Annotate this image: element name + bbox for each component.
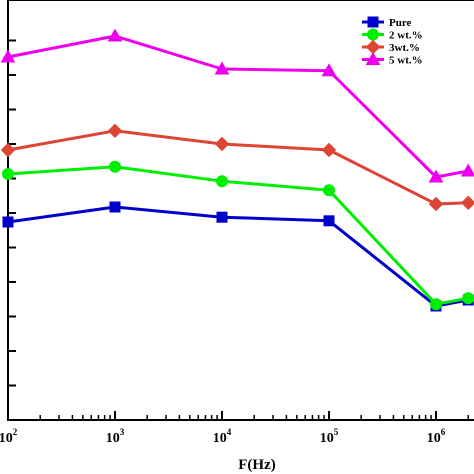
x-tick-label: 105 (320, 427, 339, 446)
series-1 (2, 201, 474, 312)
data-point (428, 196, 444, 212)
x-tick-label: 106 (427, 427, 446, 446)
legend-label: 2 wt.% (389, 30, 423, 42)
data-point (323, 215, 335, 227)
data-point (109, 201, 121, 213)
legend-marker (367, 28, 379, 41)
data-point (430, 298, 442, 311)
legend-label: Pure (389, 17, 412, 29)
data-point (216, 175, 228, 188)
series-layer (0, 28, 474, 312)
data-point (0, 49, 16, 63)
legend-marker (365, 39, 381, 55)
data-point (460, 163, 474, 177)
x-tick-label: 103 (106, 427, 125, 446)
plot-frame (7, 0, 474, 421)
legend-item: Pure (362, 16, 412, 29)
data-point (321, 63, 337, 77)
legend-item: 5 wt.% (362, 51, 423, 67)
y-axis-ticks (8, 39, 16, 387)
series-line (7, 165, 469, 306)
data-point (107, 123, 123, 139)
data-point (0, 142, 16, 158)
legend-label: 3wt.% (389, 42, 420, 54)
x-tick-label: 102 (0, 427, 18, 446)
legend-label: 5 wt.% (389, 55, 423, 67)
data-point (2, 216, 14, 228)
x-axis-title: F(Hz) (238, 457, 275, 473)
legend-marker (365, 51, 381, 65)
series-3 (0, 123, 474, 212)
data-point (323, 184, 335, 197)
data-point (462, 292, 474, 305)
x-axis-ticks: 102 103 104 105 106 (0, 411, 469, 446)
data-point (321, 142, 337, 158)
legend-item: 2 wt.% (362, 28, 423, 42)
series-4 (0, 28, 474, 183)
data-point (214, 136, 230, 152)
x-tick-label: 104 (213, 427, 232, 446)
data-point (216, 211, 228, 223)
legend-marker (367, 16, 379, 28)
data-point (109, 160, 121, 173)
series-line (7, 34, 469, 179)
data-point (428, 169, 444, 183)
data-point (2, 168, 14, 180)
series-2 (2, 160, 474, 311)
data-point (107, 28, 123, 42)
series-line (7, 205, 469, 308)
data-point (214, 61, 230, 75)
data-point (461, 195, 474, 211)
legend-item: 3wt.% (362, 39, 420, 55)
